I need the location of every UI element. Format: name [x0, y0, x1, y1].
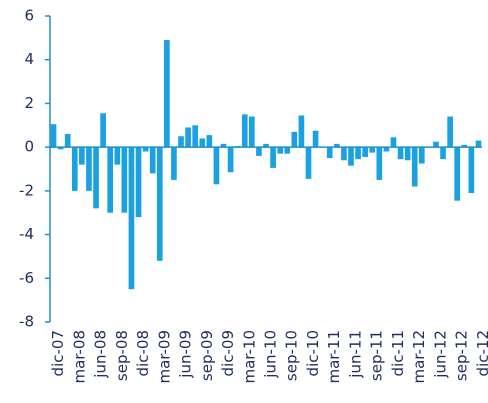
bar [100, 113, 106, 148]
x-tick-label: jun-11 [346, 330, 364, 379]
x-tick-label: dic-12 [474, 330, 488, 376]
x-tick-label: sep-11 [368, 330, 386, 381]
bar [121, 147, 128, 213]
bar [206, 135, 213, 148]
bar [383, 147, 390, 152]
x-tick-label: sep-09 [198, 330, 216, 381]
bar [256, 147, 262, 156]
bar [397, 147, 404, 160]
bar [192, 125, 199, 148]
bar [284, 147, 291, 154]
bar [362, 147, 368, 157]
x-tick-label: mar-08 [70, 330, 88, 384]
bar [107, 147, 114, 213]
x-tick-label: mar-09 [155, 330, 173, 384]
bar [270, 147, 276, 168]
x-tick-label: dic-08 [134, 330, 152, 376]
y-tick-label: 6 [24, 7, 34, 25]
bar [333, 143, 340, 148]
bar [376, 147, 383, 180]
bar [433, 141, 439, 148]
y-tick-label: 0 [24, 138, 34, 156]
x-tick-label: jun-08 [92, 330, 110, 379]
bar [185, 127, 191, 148]
y-tick-label: -8 [19, 313, 34, 331]
x-tick-label: dic-10 [304, 330, 322, 376]
bar [341, 147, 347, 161]
bar [369, 147, 376, 153]
bar [64, 134, 71, 148]
y-tick-label: 4 [24, 50, 34, 68]
bar [57, 147, 64, 150]
bar [164, 40, 170, 148]
bar [263, 143, 269, 148]
x-tick-label: jun-10 [262, 330, 280, 379]
y-tick-label: -4 [19, 225, 34, 243]
x-tick-label: mar-12 [410, 330, 428, 384]
bar [440, 147, 446, 160]
x-tick-label: sep-08 [113, 330, 131, 381]
x-tick-label: dic-07 [49, 330, 67, 376]
bar [475, 140, 482, 148]
bar [312, 130, 319, 148]
bar [50, 124, 57, 148]
x-tick-label: mar-10 [240, 330, 258, 384]
bar [156, 147, 163, 261]
bar [142, 147, 149, 152]
bar [461, 144, 468, 148]
x-tick-label: jun-09 [177, 330, 195, 379]
y-tick-label: 2 [24, 94, 34, 112]
y-tick-label: -2 [19, 181, 34, 199]
bar [128, 147, 135, 290]
x-tick-label: dic-09 [219, 330, 237, 376]
bar [468, 147, 475, 194]
bar [291, 131, 298, 148]
x-tick-label: jun-12 [431, 330, 449, 379]
bar [404, 147, 411, 161]
bar [418, 147, 425, 164]
bar [241, 114, 248, 148]
bar [135, 147, 142, 218]
bar [199, 138, 206, 148]
bar [411, 147, 418, 187]
bar [326, 147, 333, 159]
bar [227, 147, 234, 173]
bar [277, 147, 283, 154]
x-tick-label: mar-11 [325, 330, 343, 384]
bar [447, 116, 453, 148]
bar [86, 147, 92, 191]
bar [213, 147, 220, 185]
bar [249, 116, 255, 148]
bar [178, 136, 184, 148]
y-tick-label: -6 [19, 269, 34, 287]
bar [454, 147, 461, 201]
bar [355, 147, 361, 160]
bar [305, 147, 312, 179]
bar [71, 147, 78, 191]
bar [390, 137, 397, 148]
bar [114, 147, 121, 165]
x-tick-label: sep-10 [283, 330, 301, 381]
bar [79, 147, 85, 165]
bar [93, 147, 99, 209]
bar [298, 115, 305, 148]
x-tick-label: dic-11 [389, 330, 407, 376]
x-tick-label: sep-12 [453, 330, 471, 381]
bar [171, 147, 177, 180]
bar [220, 143, 227, 148]
bar [149, 147, 156, 174]
bar [348, 147, 354, 166]
